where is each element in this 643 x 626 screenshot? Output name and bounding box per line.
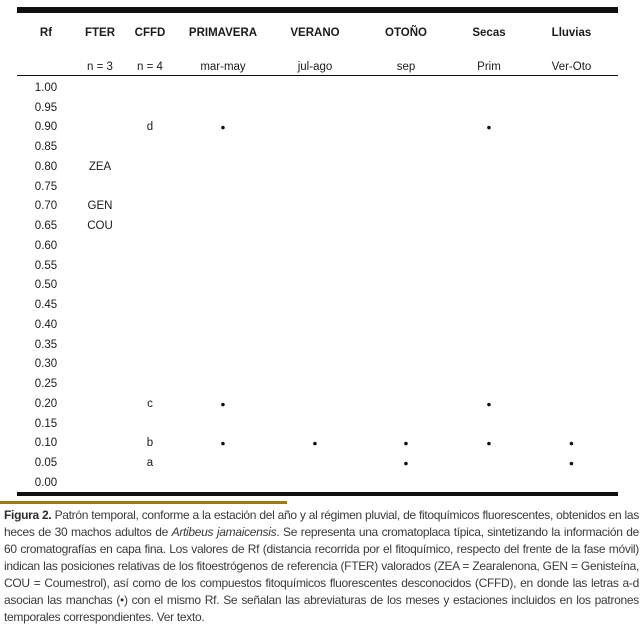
- rf-row-0.85: 0.85: [17, 137, 618, 157]
- table-top-rule: [17, 7, 618, 13]
- rf-value: 0.15: [34, 417, 58, 430]
- rf-row-0.50: 0.50: [17, 276, 618, 296]
- table-mid-rule: [17, 74, 618, 77]
- label-zea: ZEA: [88, 160, 112, 173]
- rf-row-0.75: 0.75: [17, 177, 618, 197]
- rf-value: 0.45: [34, 299, 58, 312]
- rf-value: 0.25: [34, 378, 58, 391]
- rf-value: 0.40: [34, 318, 58, 331]
- rf-row-0.25: 0.25: [17, 374, 618, 394]
- rf-row-1.00: 1.00: [17, 78, 618, 98]
- rf-row-0.20: 0.20 c ● ●: [17, 394, 618, 414]
- column-header-verano: VERANO: [290, 27, 340, 39]
- spot-dot-primavera: ●: [220, 398, 226, 409]
- rf-value: 0.35: [34, 338, 58, 351]
- rf-row-0.55: 0.55: [17, 256, 618, 276]
- spot-dot-otono: ●: [403, 438, 409, 449]
- rf-value: 0.70: [34, 200, 58, 213]
- label-c: c: [147, 397, 153, 410]
- rf-row-0.00: 0.00: [17, 473, 618, 493]
- table-subheader-row: n = 3 n = 4 mar-may jul-ago sep Prim Ver-Oto: [17, 60, 618, 74]
- figure-caption: Figura 2. Patrón temporal, conforme a la…: [4, 507, 639, 626]
- column-header-lluvias: Lluvias: [551, 27, 592, 39]
- caption-accent-rule: [0, 500, 287, 504]
- spot-dot-verano: ●: [312, 438, 318, 449]
- column-header-secas: Secas: [472, 27, 506, 39]
- spot-dot-lluvias: ●: [568, 438, 575, 449]
- column-subheader-fter: n = 3: [87, 61, 113, 73]
- spot-dot-otono: ●: [403, 457, 409, 468]
- species-name: Artibeus jamaicensis: [171, 525, 277, 539]
- rf-value: 0.65: [34, 220, 58, 233]
- column-subheader-verano: jul-ago: [297, 61, 333, 73]
- rf-value: 0.50: [34, 279, 58, 292]
- column-header-otono: OTOÑO: [385, 27, 427, 39]
- rf-row-0.95: 0.95: [17, 98, 618, 118]
- rf-row-0.40: 0.40: [17, 315, 618, 335]
- rf-value: 1.00: [34, 81, 58, 94]
- rf-value: 0.60: [34, 239, 58, 252]
- column-header-cffd: CFFD: [134, 27, 166, 39]
- table-bottom-rule: [17, 492, 618, 496]
- label-cou: COU: [87, 220, 113, 233]
- table-header-row: Rf FTER CFFD PRIMAVERA VERANO OTOÑO Secas Lluvi…: [17, 26, 618, 40]
- column-subheader-rf: [17, 60, 75, 74]
- label-a: a: [146, 457, 154, 470]
- rf-value: 0.80: [34, 160, 58, 173]
- spot-dot-secas: ●: [486, 438, 492, 449]
- rf-row-0.65: 0.65 COU: [17, 216, 618, 236]
- column-subheader-lluvias: Ver-Oto: [551, 61, 592, 73]
- rf-row-0.80: 0.80 ZEA: [17, 157, 618, 177]
- rf-value: 0.85: [34, 141, 58, 154]
- rf-row-0.35: 0.35: [17, 335, 618, 355]
- rf-value: 0.90: [34, 121, 58, 134]
- rf-value: 0.10: [34, 437, 58, 450]
- column-subheader-otono: sep: [396, 61, 416, 73]
- label-gen: GEN: [87, 200, 113, 213]
- rf-row-0.15: 0.15: [17, 414, 618, 434]
- spot-dot-primavera: ●: [220, 122, 226, 133]
- spot-dot-secas: ●: [486, 398, 492, 409]
- rf-value: 0.00: [34, 476, 58, 489]
- column-subheader-primavera: mar-may: [200, 61, 246, 73]
- rf-row-0.10: 0.10 b ● ● ● ● ●: [17, 434, 618, 454]
- rf-value: 0.20: [34, 397, 58, 410]
- figure-label: Figura 2.: [4, 508, 52, 522]
- rf-value: 0.30: [34, 358, 58, 371]
- spot-dot-secas: ●: [486, 122, 492, 133]
- caption-text-2: . Se representa una cromatoplaca típica,…: [4, 525, 639, 624]
- rf-row-0.70: 0.70 GEN: [17, 197, 618, 217]
- rf-row-0.45: 0.45: [17, 295, 618, 315]
- spot-dot-lluvias: ●: [568, 457, 575, 468]
- column-subheader-secas: Prim: [477, 61, 501, 73]
- rf-row-0.90: 0.90 d ● ●: [17, 118, 618, 138]
- rf-value: 0.95: [34, 101, 58, 114]
- rf-row-0.30: 0.30: [17, 355, 618, 375]
- column-subheader-cffd: n = 4: [137, 61, 163, 73]
- column-header-primavera: PRIMAVERA: [188, 27, 258, 39]
- label-b: b: [146, 437, 154, 450]
- rf-value: 0.75: [34, 180, 58, 193]
- caption-text-1: Patrón temporal, conforme a la estación …: [4, 508, 639, 539]
- table-body: 1.00 0.95 0.90 d ● ● 0.85 0.80 ZEA 0.75 0.70 GEN 0.6…: [17, 78, 618, 493]
- column-header-fter: FTER: [84, 27, 116, 39]
- spot-dot-primavera: ●: [220, 438, 226, 449]
- rf-value: 0.55: [34, 259, 58, 272]
- column-header-rf: Rf: [39, 27, 53, 39]
- rf-row-0.60: 0.60: [17, 236, 618, 256]
- label-d: d: [146, 121, 154, 134]
- rf-value: 0.05: [34, 457, 58, 470]
- rf-row-0.05: 0.05 a ● ●: [17, 453, 618, 473]
